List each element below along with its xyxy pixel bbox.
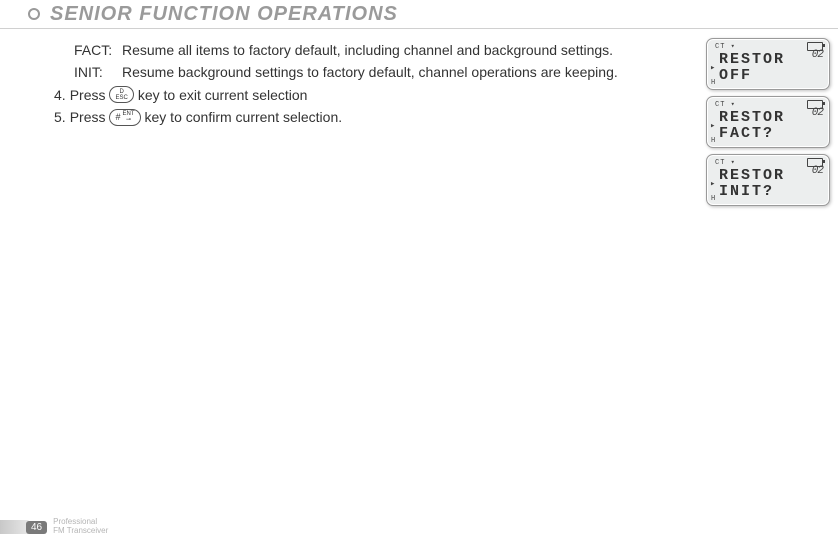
- step-number: 5.: [54, 107, 66, 127]
- lcd-arrow-icon: ▸: [710, 179, 715, 189]
- lcd-h-indicator: H: [711, 137, 715, 145]
- lcd-arrow-icon: ▸: [710, 63, 715, 73]
- lcd-arrow-icon: ▸: [710, 121, 715, 131]
- lcd-line1: RESTOR: [719, 51, 785, 68]
- lcd-channel-number: 02: [812, 49, 823, 61]
- lcd-panel: CT ▾ 02 ▸ H RESTOR FACT?: [706, 96, 830, 148]
- step-number: 4.: [54, 85, 66, 105]
- header-bullet-icon: [28, 8, 40, 20]
- footer-line2: FM Transceiver: [53, 527, 108, 536]
- definition-row: FACT: Resume all items to factory defaul…: [74, 40, 694, 60]
- content-block: FACT: Resume all items to factory defaul…: [54, 40, 694, 129]
- lcd-line1: RESTOR: [719, 167, 785, 184]
- key-top-label: #: [115, 111, 120, 124]
- lcd-h-indicator: H: [711, 79, 715, 87]
- page-header: SENIOR FUNCTION OPERATIONS: [0, 0, 838, 29]
- footer-text: Professional FM Transceiver: [53, 518, 108, 536]
- lcd-channel-number: 02: [812, 165, 823, 177]
- lcd-line1: RESTOR: [719, 109, 785, 126]
- lcd-panel: CT ▾ 02 ▸ H RESTOR OFF: [706, 38, 830, 90]
- key-bottom-label: ESC: [115, 95, 127, 101]
- lcd-channel-number: 02: [812, 107, 823, 119]
- lcd-ct-indicator: CT ▾: [715, 158, 736, 167]
- key-lock-icon: ⊸: [126, 117, 131, 123]
- definition-row: INIT: Resume background settings to fact…: [74, 62, 694, 82]
- lcd-h-indicator: H: [711, 195, 715, 203]
- lcd-panel: CT ▾ 02 ▸ H RESTOR INIT?: [706, 154, 830, 206]
- step-text-after: key to confirm current selection.: [145, 107, 343, 127]
- lcd-stack: CT ▾ 02 ▸ H RESTOR OFF CT ▾ 02 ▸ H RESTO…: [706, 38, 828, 206]
- definition-text: Resume all items to factory default, inc…: [122, 40, 694, 60]
- step-row: 5. Press # ENT ⊸ key to confirm current …: [54, 107, 694, 127]
- key-esc-icon: D ESC: [109, 86, 133, 103]
- key-ent-icon: # ENT ⊸: [109, 109, 140, 126]
- lcd-line2: FACT?: [719, 125, 774, 142]
- lcd-line2: OFF: [719, 67, 752, 84]
- lcd-ct-indicator: CT ▾: [715, 42, 736, 51]
- page-title: SENIOR FUNCTION OPERATIONS: [50, 3, 398, 26]
- definition-tag: INIT:: [74, 62, 122, 82]
- lcd-line2: INIT?: [719, 183, 774, 200]
- lcd-ct-indicator: CT ▾: [715, 100, 736, 109]
- step-text-after: key to exit current selection: [138, 85, 308, 105]
- step-text-before: Press: [70, 107, 106, 127]
- page-number: 46: [26, 521, 47, 534]
- step-text-before: Press: [70, 85, 106, 105]
- definition-tag: FACT:: [74, 40, 122, 60]
- definition-text: Resume background settings to factory de…: [122, 62, 694, 82]
- page-footer: 46 Professional FM Transceiver: [0, 518, 108, 536]
- step-row: 4. Press D ESC key to exit current selec…: [54, 85, 694, 105]
